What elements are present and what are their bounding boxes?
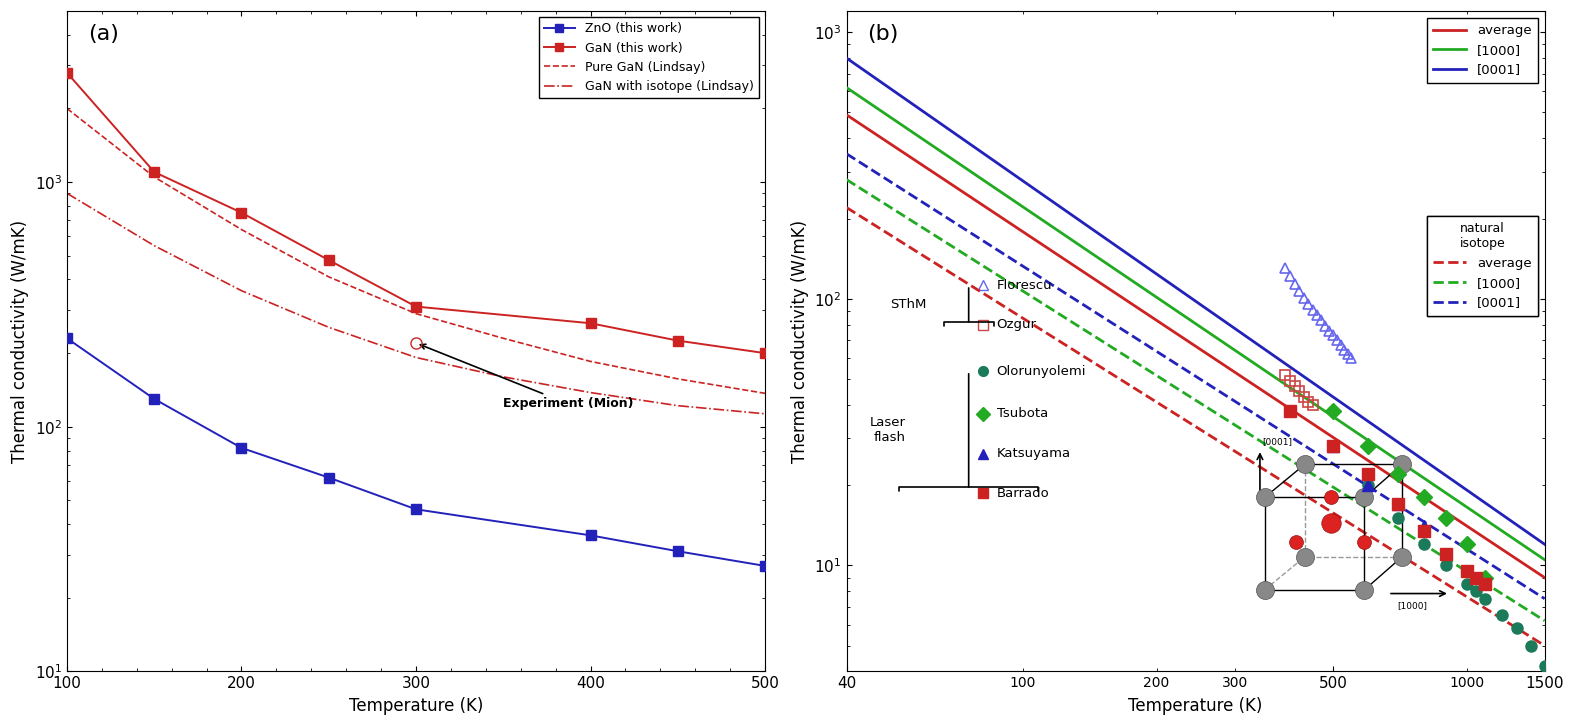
Text: Experiment (Mion): Experiment (Mion) (421, 344, 633, 410)
Y-axis label: Thermal conductivity (W/mK): Thermal conductivity (W/mK) (791, 220, 808, 463)
ZnO (this work) (145, 394, 164, 403)
GaN with isotope (Lindsay) (232, 286, 250, 295)
Text: Katsuyama: Katsuyama (997, 447, 1071, 460)
Text: (a): (a) (88, 24, 118, 44)
Pure GaN (Lindsay) (495, 334, 513, 343)
Legend: average, [1000], [0001]: average, [1000], [0001] (1427, 216, 1539, 316)
Text: (b): (b) (868, 24, 899, 44)
Y-axis label: Thermal conductivity (W/mK): Thermal conductivity (W/mK) (11, 220, 28, 463)
Text: SThM: SThM (890, 298, 926, 311)
ZnO (this work) (320, 473, 339, 482)
Text: Ozgur: Ozgur (997, 318, 1036, 331)
ZnO (this work) (756, 562, 775, 571)
Pure GaN (Lindsay) (668, 375, 687, 383)
X-axis label: Temperature (K): Temperature (K) (348, 697, 484, 715)
X-axis label: Temperature (K): Temperature (K) (1128, 697, 1263, 715)
ZnO (this work) (406, 505, 425, 514)
Pure GaN (Lindsay) (581, 357, 600, 366)
GaN (this work) (232, 208, 250, 217)
Line: ZnO (this work): ZnO (this work) (61, 333, 770, 571)
ZnO (this work) (581, 531, 600, 539)
GaN (this work) (406, 302, 425, 311)
Pure GaN (Lindsay) (232, 225, 250, 234)
Pure GaN (Lindsay) (756, 389, 775, 398)
ZnO (this work) (668, 547, 687, 555)
Legend: ZnO (this work), GaN (this work), Pure GaN (Lindsay), GaN with isotope (Lindsay): ZnO (this work), GaN (this work), Pure G… (539, 17, 759, 98)
ZnO (this work) (58, 334, 77, 343)
GaN with isotope (Lindsay) (756, 409, 775, 418)
GaN (this work) (581, 319, 600, 327)
Line: GaN with isotope (Lindsay): GaN with isotope (Lindsay) (68, 193, 765, 414)
GaN (this work) (145, 168, 164, 176)
GaN with isotope (Lindsay) (581, 388, 600, 397)
GaN with isotope (Lindsay) (668, 401, 687, 410)
GaN with isotope (Lindsay) (320, 323, 339, 332)
Text: Tsubota: Tsubota (997, 407, 1047, 420)
GaN with isotope (Lindsay) (495, 372, 513, 381)
Pure GaN (Lindsay) (320, 272, 339, 281)
GaN with isotope (Lindsay) (406, 353, 425, 362)
Pure GaN (Lindsay) (406, 309, 425, 318)
GaN with isotope (Lindsay) (145, 241, 164, 250)
GaN (this work) (58, 68, 77, 77)
GaN (this work) (756, 348, 775, 357)
Text: Olorunyolemi: Olorunyolemi (997, 364, 1087, 378)
Text: Laser
flash: Laser flash (869, 417, 906, 444)
Line: Pure GaN (Lindsay): Pure GaN (Lindsay) (68, 108, 765, 393)
GaN with isotope (Lindsay) (58, 189, 77, 197)
Text: Barrado: Barrado (997, 486, 1049, 499)
GaN (this work) (668, 336, 687, 345)
Pure GaN (Lindsay) (145, 173, 164, 182)
Pure GaN (Lindsay) (58, 104, 77, 113)
ZnO (this work) (232, 444, 250, 452)
Text: Florescu: Florescu (997, 279, 1052, 292)
Line: GaN (this work): GaN (this work) (61, 68, 770, 358)
GaN (this work) (320, 256, 339, 264)
